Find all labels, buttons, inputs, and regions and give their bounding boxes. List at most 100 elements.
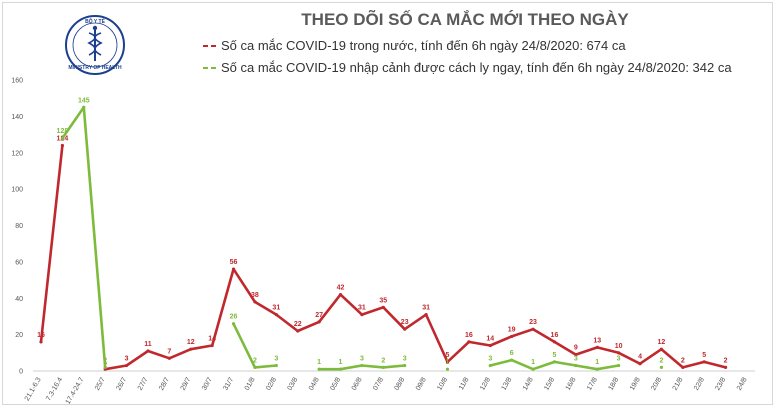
x-tick-label: 07/8 bbox=[372, 376, 385, 391]
data-label: 12 bbox=[658, 339, 666, 346]
data-label: 5 bbox=[702, 352, 706, 359]
series-domestic: 1612413117121456383122274231352331516141… bbox=[37, 135, 728, 371]
data-label: 1 bbox=[531, 359, 535, 366]
data-point bbox=[510, 358, 514, 362]
data-point bbox=[445, 360, 450, 364]
data-point bbox=[617, 351, 621, 355]
data-label: 31 bbox=[422, 305, 430, 312]
caduceus-icon bbox=[87, 25, 103, 61]
x-tick-label: 23/8 bbox=[714, 376, 727, 391]
data-point bbox=[360, 313, 364, 317]
data-point bbox=[167, 356, 171, 360]
data-point bbox=[488, 363, 492, 368]
x-axis: 21.1-6.3 7.3-16.4 17.4-24.7 25/7 26/7 27/7 28/… bbox=[24, 370, 755, 406]
data-label: 56 bbox=[230, 259, 238, 266]
chart-svg: BỘ Y TẾ MINISTRY OF HEALTH THEO DÕI SỐ C… bbox=[11, 9, 755, 406]
x-tick-label: 11/8 bbox=[458, 376, 471, 391]
legend: Số ca mắc COVID-19 trong nước, tính đến … bbox=[203, 38, 732, 75]
data-point bbox=[552, 360, 557, 364]
data-point bbox=[638, 362, 642, 366]
data-label: 35 bbox=[379, 297, 387, 304]
x-tick-label: 05/8 bbox=[329, 376, 342, 391]
data-label: 16 bbox=[465, 332, 473, 339]
series-line bbox=[39, 144, 64, 344]
data-label: 31 bbox=[272, 305, 280, 312]
y-tick-label: 60 bbox=[15, 259, 23, 266]
x-tick-label: 09/8 bbox=[415, 376, 428, 391]
x-tick-label: 01/8 bbox=[244, 376, 257, 391]
x-tick-label: 15/8 bbox=[543, 376, 556, 391]
data-label: 5 bbox=[553, 352, 557, 359]
data-point bbox=[510, 334, 514, 339]
plot-area: 1612413117121456383122274231352331516141… bbox=[37, 97, 728, 371]
data-label: 16 bbox=[551, 332, 559, 339]
x-tick-label: 30/7 bbox=[201, 376, 214, 391]
x-tick-label: 12/8 bbox=[479, 376, 492, 391]
data-point bbox=[189, 347, 193, 351]
data-point bbox=[103, 365, 107, 369]
data-point bbox=[146, 349, 150, 353]
data-point bbox=[274, 313, 278, 317]
logo-text-top: BỘ Y TẾ bbox=[85, 17, 105, 25]
data-point bbox=[659, 347, 664, 351]
x-tick-label: 02/8 bbox=[265, 376, 278, 391]
data-label: 145 bbox=[78, 97, 90, 104]
x-tick-label: 14/8 bbox=[522, 376, 535, 391]
data-point bbox=[231, 267, 236, 271]
data-point bbox=[360, 363, 364, 368]
data-point bbox=[381, 305, 385, 309]
x-tick-label: 7.3-16.4 bbox=[45, 376, 64, 402]
data-label: 10 bbox=[615, 343, 623, 350]
data-point bbox=[552, 340, 557, 344]
data-label: 16 bbox=[37, 332, 45, 339]
data-label: 1 bbox=[317, 359, 321, 366]
data-point bbox=[595, 345, 599, 349]
data-label: 11 bbox=[144, 341, 152, 348]
x-tick-label: 31/7 bbox=[222, 376, 235, 391]
data-label: 3 bbox=[274, 356, 278, 363]
data-label: 2 bbox=[659, 357, 663, 364]
y-tick-label: 40 bbox=[15, 296, 23, 303]
series-line bbox=[103, 267, 727, 371]
data-point bbox=[403, 327, 407, 331]
x-tick-label: 26/7 bbox=[115, 376, 128, 391]
data-point bbox=[681, 365, 685, 369]
data-point bbox=[274, 363, 278, 368]
x-tick-label: 17/8 bbox=[586, 376, 599, 391]
data-label: 23 bbox=[401, 319, 409, 326]
x-tick-label: 19/8 bbox=[629, 376, 642, 391]
y-tick-label: 120 bbox=[11, 150, 23, 157]
data-point bbox=[574, 353, 578, 357]
data-label: 1 bbox=[339, 359, 343, 366]
data-point bbox=[702, 360, 706, 364]
x-tick-label: 25/7 bbox=[94, 376, 107, 391]
x-tick-label: 03/8 bbox=[287, 376, 300, 391]
x-tick-label: 13/8 bbox=[501, 376, 514, 391]
logo-text-bottom: MINISTRY OF HEALTH bbox=[68, 65, 122, 71]
data-point bbox=[210, 343, 214, 348]
x-tick-label: 16/8 bbox=[565, 376, 578, 391]
data-point bbox=[82, 105, 86, 109]
data-label: 128 bbox=[57, 128, 69, 135]
data-label: 3 bbox=[125, 356, 129, 363]
legend-label-imported: Số ca mắc COVID-19 nhập cảnh được cách l… bbox=[221, 60, 732, 75]
data-label: 1 bbox=[595, 359, 599, 366]
data-label: 4 bbox=[638, 354, 642, 361]
data-point bbox=[60, 143, 64, 148]
x-tick-label: 22/8 bbox=[693, 376, 706, 391]
data-point bbox=[424, 313, 428, 317]
x-tick-label: 21/8 bbox=[672, 376, 685, 391]
data-label: 38 bbox=[251, 292, 259, 299]
x-tick-label: 06/8 bbox=[351, 376, 364, 391]
legend-item-domestic: Số ca mắc COVID-19 trong nước, tính đến … bbox=[203, 38, 626, 53]
data-point bbox=[574, 363, 578, 368]
data-label: 2 bbox=[724, 357, 728, 364]
data-point bbox=[231, 322, 236, 326]
x-tick-label: 27/7 bbox=[137, 376, 150, 391]
data-label: 3 bbox=[617, 356, 621, 363]
data-point bbox=[338, 367, 343, 371]
data-point bbox=[659, 365, 664, 369]
data-point bbox=[253, 365, 257, 369]
x-tick-label: 10/8 bbox=[436, 376, 449, 391]
